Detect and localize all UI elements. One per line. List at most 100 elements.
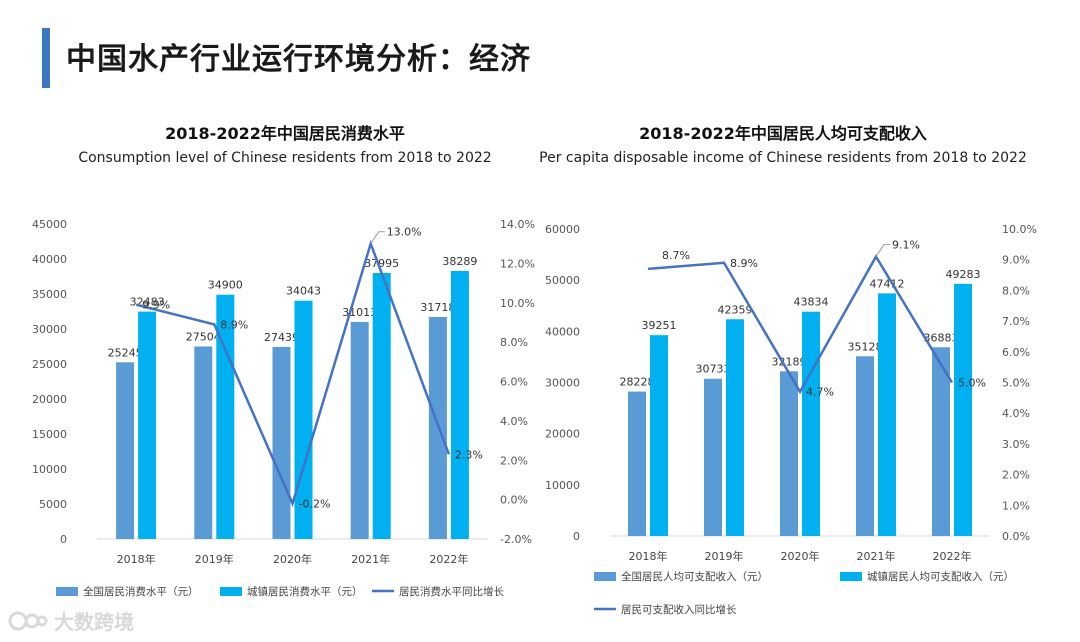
- bar-national: [628, 391, 646, 536]
- bar-national: [856, 356, 874, 536]
- legend-label: 居民可支配收入同比增长: [621, 603, 737, 616]
- bar-national: [780, 371, 798, 536]
- x-axis-tick-label: 2020年: [781, 549, 820, 563]
- y2-axis-tick-label: 8.0%: [1002, 284, 1030, 297]
- bar-data-label: 32189: [772, 355, 807, 368]
- y2-axis-tick-label: 2.0%: [500, 454, 528, 467]
- bar-urban: [954, 283, 972, 536]
- line-data-label: 8.7%: [662, 249, 690, 262]
- growth-line: [647, 254, 954, 395]
- watermark: 大数跨境: [8, 606, 134, 635]
- bar-data-label: 42359: [718, 303, 753, 316]
- bar-data-label: 38289: [442, 255, 477, 268]
- brand-logo-icon: [8, 611, 48, 630]
- y2-axis-tick-label: 2.0%: [1002, 469, 1030, 482]
- y-axis-tick-label: 30000: [32, 323, 67, 336]
- y-axis-tick-label: 0: [60, 533, 67, 546]
- bar-data-label: 39251: [642, 319, 677, 332]
- y2-axis-tick-label: 14.0%: [500, 218, 535, 231]
- legend-swatch: [594, 572, 616, 581]
- page-title: 中国水产行业运行环境分析：经济: [66, 42, 531, 77]
- y-axis-tick-label: 20000: [32, 393, 67, 406]
- y2-axis-tick-label: 9.0%: [1002, 254, 1030, 267]
- x-axis-tick-label: 2018年: [629, 549, 668, 563]
- y2-axis-tick-label: 7.0%: [1002, 315, 1030, 328]
- y2-axis-tick-label: 8.0%: [500, 336, 528, 349]
- y-axis-tick-label: 50000: [545, 274, 580, 287]
- bar-data-label: 25245: [108, 346, 143, 359]
- y-axis-tick-label: 25000: [32, 358, 67, 371]
- bar-data-label: 49283: [946, 268, 981, 281]
- y-axis-tick-label: 10000: [32, 463, 67, 476]
- bar-data-label: 27439: [264, 331, 299, 344]
- line-data-label: 13.0%: [387, 226, 422, 239]
- x-axis-tick-label: 2022年: [933, 549, 972, 563]
- y2-axis-tick-label: 0.0%: [500, 494, 528, 507]
- bar-data-label: 47412: [870, 277, 905, 290]
- legend-swatch: [840, 572, 862, 581]
- bar-data-label: 36883: [924, 331, 959, 344]
- y2-axis-tick-label: 0.0%: [1002, 530, 1030, 543]
- bar-national: [932, 347, 950, 536]
- bar-national: [350, 321, 369, 539]
- bar-national: [704, 378, 722, 536]
- line-data-label: 2.3%: [455, 448, 483, 461]
- y-axis-tick-label: 60000: [545, 223, 580, 236]
- y-axis-tick-label: 20000: [545, 428, 580, 441]
- y-axis-tick-label: 45000: [32, 218, 67, 231]
- bar-data-label: 37995: [364, 257, 399, 270]
- bar-data-label: 43834: [794, 296, 829, 309]
- line-label-leader: [875, 244, 890, 257]
- y2-axis-tick-label: 4.0%: [500, 415, 528, 428]
- bar-national: [194, 346, 213, 539]
- y2-axis-tick-label: 5.0%: [1002, 377, 1030, 390]
- growth-line: [135, 239, 451, 508]
- legend-swatch: [220, 587, 242, 596]
- bar-data-label: 31718: [420, 301, 455, 314]
- line-label-leader: [370, 231, 385, 244]
- y2-axis-tick-label: -2.0%: [500, 533, 532, 546]
- line-data-label: -0.2%: [299, 498, 331, 511]
- legend-swatch: [56, 587, 78, 596]
- bar-national: [272, 346, 291, 539]
- line-data-label: 9.1%: [892, 239, 920, 252]
- y-axis-tick-label: 40000: [32, 253, 67, 266]
- bar-urban: [372, 273, 391, 539]
- x-axis-tick-label: 2022年: [429, 552, 468, 566]
- bar-national: [116, 362, 135, 539]
- chart-2-title: 2018-2022年中国居民人均可支配收入: [639, 124, 927, 143]
- legend-label: 全国居民人均可支配收入（元）: [621, 570, 768, 583]
- watermark-text: 大数跨境: [54, 610, 134, 634]
- chart-consumption: 0 5000 10000 15000 20000 25000 30000 35000 40000…: [32, 218, 535, 598]
- y2-axis-tick-label: 6.0%: [500, 376, 528, 389]
- bar-data-label: 30733: [696, 363, 731, 376]
- bar-data-label: 34043: [286, 285, 321, 298]
- x-axis-tick-label: 2021年: [857, 549, 896, 563]
- y-axis-tick-label: 5000: [39, 498, 67, 511]
- line-data-label: 5.0%: [958, 377, 986, 390]
- y-axis-tick-label: 35000: [32, 288, 67, 301]
- y2-axis-tick-label: 4.0%: [1002, 407, 1030, 420]
- y-axis-tick-label: 15000: [32, 428, 67, 441]
- y2-axis-tick-label: 10.0%: [500, 297, 535, 310]
- title-accent-bar: [42, 28, 50, 88]
- bar-urban: [216, 294, 235, 539]
- y2-axis-tick-label: 3.0%: [1002, 438, 1030, 451]
- legend-label: 居民消费水平同比增长: [399, 585, 504, 598]
- chart-1-title: 2018-2022年中国居民消费水平: [165, 124, 405, 143]
- x-axis-tick-label: 2019年: [705, 549, 744, 563]
- chart-disposable-income: 0 10000 20000 30000 40000 50000 60000 0.0% 1.0% 2…: [545, 223, 1037, 616]
- bar-data-label: 27504: [186, 330, 221, 343]
- bar-data-label: 28228: [620, 376, 655, 389]
- chart-1-subtitle: Consumption level of Chinese residents f…: [78, 150, 492, 166]
- line-data-label: 8.9%: [220, 318, 248, 331]
- x-axis-tick-label: 2018年: [117, 552, 156, 566]
- line-data-label: 4.7%: [806, 386, 834, 399]
- y2-axis-tick-label: 10.0%: [1002, 223, 1037, 236]
- y-axis-tick-label: 30000: [545, 377, 580, 390]
- bar-urban: [138, 311, 157, 539]
- bar-data-label: 35128: [848, 340, 883, 353]
- bar-urban: [450, 270, 469, 539]
- bar-urban: [650, 335, 668, 536]
- bar-urban: [878, 293, 896, 536]
